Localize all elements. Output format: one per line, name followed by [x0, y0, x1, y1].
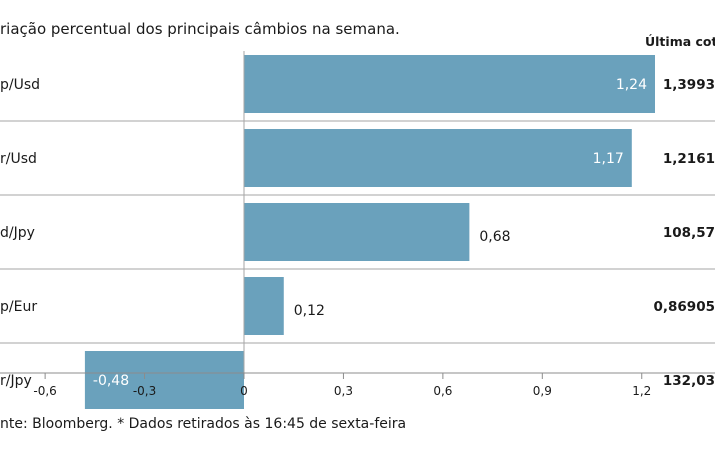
category-label: p/Eur [0, 299, 37, 315]
bar [244, 203, 469, 261]
source-note: nte: Bloomberg. * Dados retirados às 16:… [0, 416, 406, 432]
last-quote-value: 108,57 [663, 225, 715, 241]
x-tick-label: 0,9 [533, 384, 552, 398]
bar [244, 277, 284, 335]
category-label: r/Jpy [0, 373, 32, 389]
bars [85, 55, 655, 409]
bar [244, 129, 632, 187]
category-label: d/Jpy [0, 225, 35, 241]
last-quote-value: 0,86905 [654, 299, 715, 315]
value-label: 0,12 [294, 303, 325, 319]
chart-title: riação percentual dos principais câmbios… [0, 20, 400, 38]
value-label: -0,48 [93, 373, 129, 389]
last-quote-value: 132,03 [663, 373, 715, 389]
value-label: 0,68 [479, 229, 510, 245]
x-tick-label: -0,3 [133, 384, 156, 398]
category-label: r/Usd [0, 151, 37, 167]
last-quote-value: 1,3993 [663, 77, 715, 93]
last-quote-value: 1,2161 [663, 151, 715, 167]
last-quote-header: Última cotaç [645, 34, 715, 49]
x-tick-label: -0,6 [33, 384, 56, 398]
x-tick-label: 0,6 [433, 384, 452, 398]
x-tick-label: 1,2 [632, 384, 651, 398]
value-label: 1,17 [593, 151, 624, 167]
value-label: 1,24 [616, 77, 647, 93]
bar [244, 55, 655, 113]
x-tick-label: 0 [240, 384, 248, 398]
last-quote-values: 1,3993 1,2161 108,57 0,86905 132,03 [654, 77, 715, 389]
category-labels: p/Usd r/Usd d/Jpy p/Eur r/Jpy [0, 77, 40, 389]
category-label: p/Usd [0, 77, 40, 93]
x-tick-label: 0,3 [334, 384, 353, 398]
